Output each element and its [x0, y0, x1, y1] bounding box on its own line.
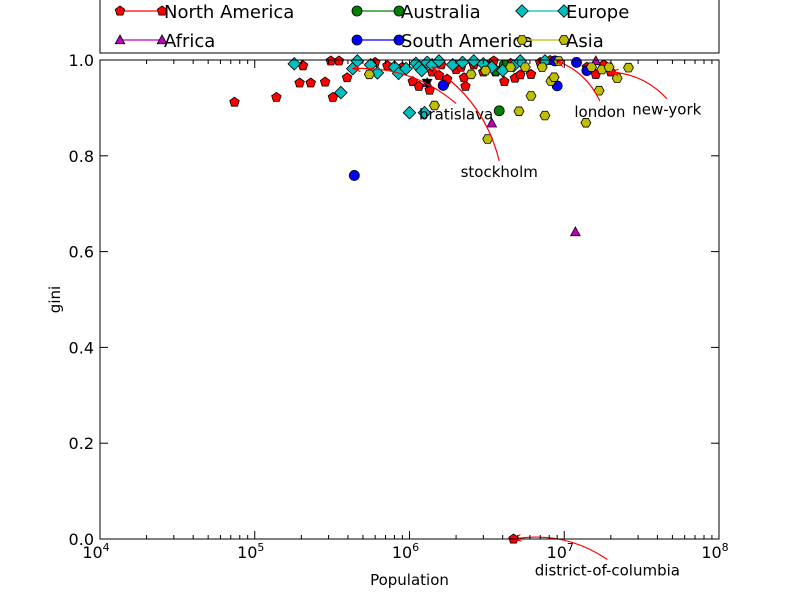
north-america-point: [413, 80, 425, 91]
asia-point: [525, 91, 537, 101]
north-america-point: [525, 68, 537, 79]
legend-marker: [393, 34, 405, 46]
europe-point: [287, 57, 302, 71]
y-axis-label: gini: [46, 286, 64, 313]
annotation-label: district-of-columbia: [535, 561, 680, 579]
plot-frame: [99, 59, 720, 540]
asia-point: [548, 72, 560, 82]
x-axis-label: Population: [370, 571, 449, 589]
north-america-point: [319, 76, 331, 87]
north-america-point: [341, 72, 353, 83]
y-tick-label: 0.8: [69, 147, 94, 166]
legend-marker: [114, 34, 126, 45]
legend-label: South America: [401, 31, 533, 52]
asia-point: [536, 62, 548, 72]
x-tick-label: 106: [392, 541, 419, 562]
asia-point: [505, 62, 517, 72]
africa-point: [569, 226, 581, 237]
x-tick-label: 104: [82, 541, 109, 562]
legend-box: [99, 0, 720, 54]
y-tick-label: 0.6: [69, 243, 94, 262]
y-axis: 0.0 0.2 0.4 0.6 0.8 1.0: [69, 51, 719, 549]
north-america-point: [499, 76, 510, 87]
asia-point: [586, 62, 597, 72]
legend-label: North America: [164, 2, 294, 23]
y-tick-label: 0.2: [69, 434, 94, 453]
south-america-point: [437, 79, 449, 91]
legend-marker: [351, 5, 363, 17]
x-tick-label: 108: [701, 541, 728, 562]
asia-point: [519, 62, 531, 72]
south-america-point: [348, 170, 360, 181]
north-america-point: [229, 96, 240, 107]
asia-point: [363, 69, 375, 80]
annotation-label: bratislava: [419, 105, 493, 123]
annotation-label: stockholm: [461, 163, 538, 181]
x-axis: 104 105 106 107 108: [82, 60, 729, 562]
asia-point: [513, 106, 525, 116]
legend-marker: [393, 5, 405, 17]
legend-label: Australia: [401, 2, 481, 23]
y-tick-label: 0.0: [69, 530, 94, 549]
north-america-point: [305, 77, 316, 88]
asia-point: [603, 62, 615, 72]
y-tick-label: 0.4: [69, 338, 94, 357]
asia-point: [429, 100, 440, 111]
south-america-point: [571, 56, 582, 68]
asia-point: [623, 62, 634, 73]
x-tick-label: 105: [237, 541, 264, 562]
annotation-label: london: [574, 103, 625, 121]
annotation-arrow: [353, 68, 457, 104]
legend-label: Europe: [566, 2, 629, 23]
australia-point: [493, 105, 505, 117]
legend-marker: [114, 5, 126, 16]
north-america-point: [294, 77, 305, 88]
europe-point: [402, 105, 417, 120]
north-america-point: [297, 60, 309, 71]
europe-point: [414, 63, 429, 78]
legend-marker: [515, 4, 529, 18]
north-america-point: [515, 69, 526, 80]
north-america-point: [271, 91, 282, 102]
annotation-arrow: [611, 72, 668, 100]
x-tick-label: 107: [547, 541, 574, 562]
europe-point: [334, 85, 348, 100]
legend: North America Australia Europe Africa South …: [99, 0, 720, 54]
y-tick-label: 1.0: [69, 51, 94, 70]
asia-point: [465, 69, 477, 80]
legend-marker: [557, 4, 571, 18]
legend-marker: [351, 34, 363, 46]
north-america-point: [460, 80, 471, 91]
africa-point: [486, 117, 498, 128]
legend-marker: [156, 34, 168, 45]
legend-marker: [558, 35, 570, 45]
legend-marker: [516, 35, 528, 45]
europe-point: [417, 105, 432, 120]
legend-label: Asia: [566, 31, 604, 52]
annotation-arrow: [432, 67, 500, 162]
asia-point: [480, 65, 492, 76]
asia-point: [580, 118, 592, 128]
legend-marker: [156, 5, 168, 16]
series-layer: [229, 54, 634, 544]
asia-point: [611, 73, 623, 83]
annotation-layer: bratislava stockholm london new-york distric…: [353, 61, 702, 579]
annotation-arrow: [514, 537, 608, 560]
annotation-arrow: [557, 61, 601, 102]
legend-label: Africa: [164, 31, 215, 52]
annotation-label: new-york: [632, 101, 701, 119]
asia-point: [539, 110, 551, 121]
